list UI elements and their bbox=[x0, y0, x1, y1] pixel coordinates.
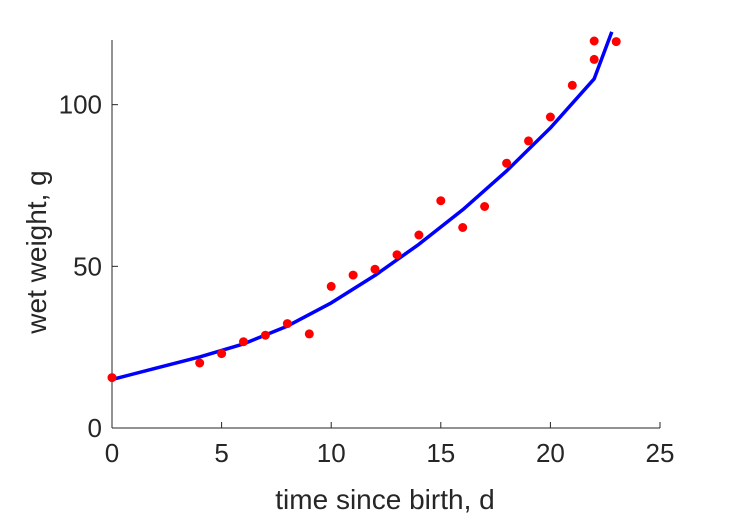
x-tick-label: 10 bbox=[317, 438, 346, 468]
x-tick-label: 25 bbox=[646, 438, 675, 468]
data-point bbox=[282, 319, 292, 329]
data-point bbox=[567, 80, 577, 90]
data-point bbox=[195, 358, 205, 368]
data-point bbox=[480, 202, 490, 211]
fit-curve bbox=[111, 31, 614, 382]
data-point bbox=[304, 329, 314, 339]
data-point bbox=[458, 223, 468, 232]
y-tick-label: 100 bbox=[59, 90, 102, 120]
y-tick-label: 50 bbox=[73, 251, 102, 281]
x-tick-label: 5 bbox=[214, 438, 228, 468]
y-axis-label: wet weight, g bbox=[21, 170, 52, 334]
data-point bbox=[260, 330, 270, 340]
x-axis-label: time since birth, d bbox=[275, 484, 494, 515]
data-point bbox=[217, 349, 227, 359]
data-points-layer bbox=[107, 36, 621, 383]
data-point bbox=[436, 196, 446, 206]
data-point bbox=[524, 136, 533, 146]
x-tick-label: 0 bbox=[105, 438, 119, 468]
data-point bbox=[326, 281, 336, 291]
data-point bbox=[502, 158, 512, 168]
ticks: 0 5 10 15 20 25 0 50 100 bbox=[59, 90, 675, 468]
x-tick-label: 20 bbox=[536, 438, 565, 468]
data-point bbox=[370, 264, 380, 274]
data-point bbox=[545, 112, 555, 122]
y-tick-label: 0 bbox=[88, 413, 102, 443]
data-point bbox=[414, 230, 424, 240]
data-point bbox=[239, 337, 248, 347]
data-point bbox=[392, 250, 402, 260]
data-point bbox=[348, 270, 358, 280]
data-point bbox=[589, 36, 599, 46]
data-point bbox=[107, 373, 117, 383]
fit-curve-layer bbox=[111, 31, 614, 382]
data-point bbox=[589, 54, 599, 64]
x-tick-label: 15 bbox=[426, 438, 455, 468]
data-point bbox=[611, 37, 621, 47]
